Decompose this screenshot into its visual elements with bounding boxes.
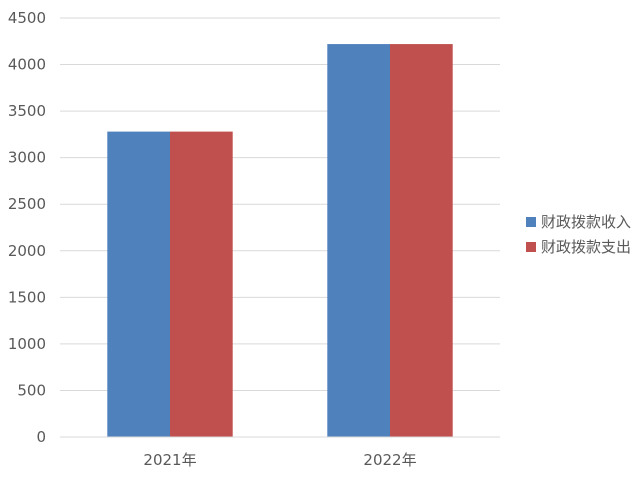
legend-swatch (526, 217, 536, 227)
y-tick-label: 4500 (8, 9, 46, 27)
y-tick-label: 2500 (8, 195, 46, 213)
x-tick-label: 2022年 (363, 451, 416, 469)
y-tick-label: 4000 (8, 56, 46, 74)
y-tick-label: 500 (17, 381, 46, 399)
bar-income-1 (327, 44, 390, 438)
legend-label: 财政拨款支出 (541, 238, 631, 256)
legend-swatch (526, 242, 536, 252)
y-tick-label: 3500 (8, 102, 46, 120)
y-tick-label: 1000 (8, 335, 46, 353)
y-tick-label: 2000 (8, 242, 46, 260)
y-tick-label: 1500 (8, 288, 46, 306)
bar-expenditure-0 (170, 131, 233, 437)
bars (107, 44, 453, 438)
x-axis-tick-labels: 2021年 2022年 (143, 451, 416, 469)
bar-income-0 (107, 131, 170, 437)
bar-expenditure-1 (390, 44, 453, 438)
legend-label: 财政拨款收入 (541, 213, 631, 231)
y-tick-label: 0 (36, 428, 46, 446)
x-tick-label: 2021年 (143, 451, 196, 469)
y-axis-tick-labels: 0 500 1000 1500 2000 2500 3000 3500 4000 4500 (8, 9, 46, 446)
y-tick-label: 3000 (8, 149, 46, 167)
